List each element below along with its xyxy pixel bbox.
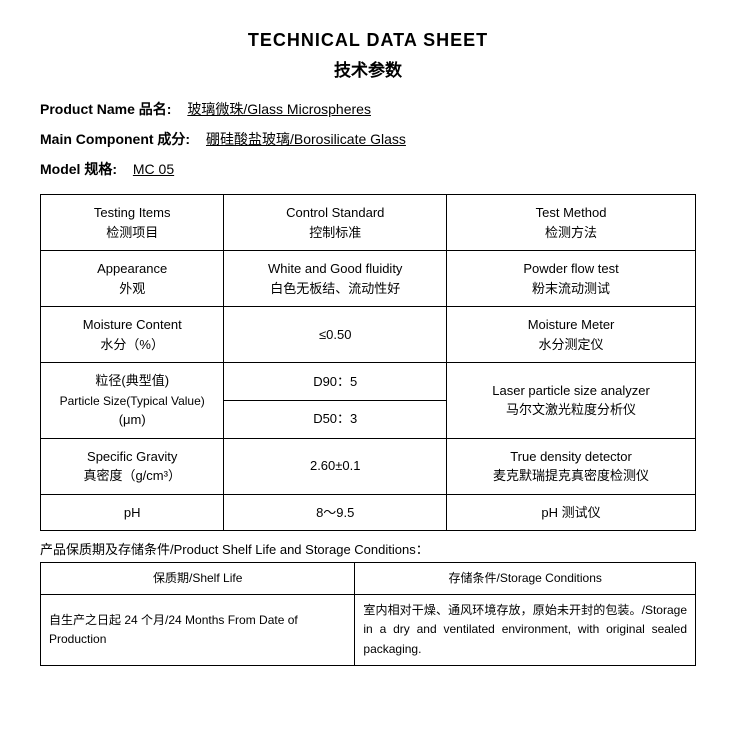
moisture-item-cn: 水分（%） [100,337,164,352]
particle-item: 粒径(典型值) Particle Size(Typical Value) (μm… [41,363,224,439]
moisture-item: Moisture Content 水分（%） [41,307,224,363]
model-value: MC 05 [133,161,174,177]
particle-item-en: Particle Size(Typical Value) [60,394,205,408]
header-col3-cn: 检测方法 [545,225,597,240]
moisture-method-en: Moisture Meter [528,317,615,332]
particle-method: Laser particle size analyzer 马尔文激光粒度分析仪 [447,363,696,439]
gravity-std: 2.60±0.1 [224,438,447,494]
storage-table: 保质期/Shelf Life 存储条件/Storage Conditions 自… [40,562,696,666]
header-testing-items: Testing Items 检测项目 [41,195,224,251]
particle-d50: D50：3 [224,400,447,438]
gravity-method-cn: 麦克默瑞提克真密度检测仪 [493,468,649,483]
main-component-value: 硼硅酸盐玻璃/Borosilicate Glass [206,131,406,147]
row-ph: pH 8～9.5 pH 测试仪 [41,494,696,531]
appearance-item: Appearance 外观 [41,251,224,307]
moisture-std: ≤0.50 [224,307,447,363]
particle-d90: D90：5 [224,363,447,401]
appearance-item-en: Appearance [97,261,167,276]
model-row: Model 规格: MC 05 [40,159,696,179]
product-name-value: 玻璃微珠/Glass Microspheres [187,101,371,117]
particle-method-cn: 马尔文激光粒度分析仪 [506,402,636,417]
moisture-item-en: Moisture Content [83,317,182,332]
gravity-method: True density detector 麦克默瑞提克真密度检测仪 [447,438,696,494]
storage-heading: 产品保质期及存储条件/Product Shelf Life and Storag… [40,539,696,558]
particle-item-cn: 粒径(典型值) [95,373,169,388]
moisture-method: Moisture Meter 水分测定仪 [447,307,696,363]
storage-header-row: 保质期/Shelf Life 存储条件/Storage Conditions [41,563,696,595]
title-cn: 技术参数 [40,56,696,81]
moisture-method-cn: 水分测定仪 [539,337,604,352]
appearance-method: Powder flow test 粉末流动测试 [447,251,696,307]
ph-std: 8～9.5 [224,494,447,531]
row-gravity: Specific Gravity 真密度（g/cm³） 2.60±0.1 Tru… [41,438,696,494]
header-col1-cn: 检测项目 [106,225,158,240]
gravity-item-en: Specific Gravity [87,449,177,464]
appearance-std-en: White and Good fluidity [268,261,402,276]
gravity-method-en: True density detector [510,449,632,464]
ph-item: pH [41,494,224,531]
row-appearance: Appearance 外观 White and Good fluidity 白色… [41,251,696,307]
model-label: Model 规格: [40,161,117,177]
storage-cond-value: 室内相对干燥、通风环境存放，原始未开封的包装。/Storage in a dry… [355,595,696,666]
appearance-item-cn: 外观 [119,281,145,296]
appearance-method-cn: 粉末流动测试 [532,281,610,296]
row-moisture: Moisture Content 水分（%） ≤0.50 Moisture Me… [41,307,696,363]
header-col1-en: Testing Items [94,205,171,220]
header-control-standard: Control Standard 控制标准 [224,195,447,251]
table-header-row: Testing Items 检测项目 Control Standard 控制标准… [41,195,696,251]
spec-table: Testing Items 检测项目 Control Standard 控制标准… [40,194,696,531]
header-col2-cn: 控制标准 [309,225,361,240]
product-name-row: Product Name 品名: 玻璃微珠/Glass Microspheres [40,99,696,119]
particle-method-en: Laser particle size analyzer [492,383,650,398]
title-en: TECHNICAL DATA SHEET [40,30,696,51]
main-component-row: Main Component 成分: 硼硅酸盐玻璃/Borosilicate G… [40,129,696,149]
header-col3-en: Test Method [536,205,607,220]
gravity-item-cn: 真密度（g/cm³） [83,468,181,483]
appearance-std-cn: 白色无板结、流动性好 [270,281,400,296]
header-col2-en: Control Standard [286,205,384,220]
storage-value-row: 自生产之日起 24 个月/24 Months From Date of Prod… [41,595,696,666]
product-name-label: Product Name 品名: [40,101,171,117]
main-component-label: Main Component 成分: [40,131,190,147]
shelf-life-value: 自生产之日起 24 个月/24 Months From Date of Prod… [41,595,355,666]
row-particle-d90: 粒径(典型值) Particle Size(Typical Value) (μm… [41,363,696,401]
appearance-std: White and Good fluidity 白色无板结、流动性好 [224,251,447,307]
ph-method: pH 测试仪 [447,494,696,531]
particle-item-unit: (μm) [119,412,146,427]
shelf-life-label: 保质期/Shelf Life [41,563,355,595]
appearance-method-en: Powder flow test [523,261,618,276]
header-test-method: Test Method 检测方法 [447,195,696,251]
storage-cond-label: 存储条件/Storage Conditions [355,563,696,595]
gravity-item: Specific Gravity 真密度（g/cm³） [41,438,224,494]
